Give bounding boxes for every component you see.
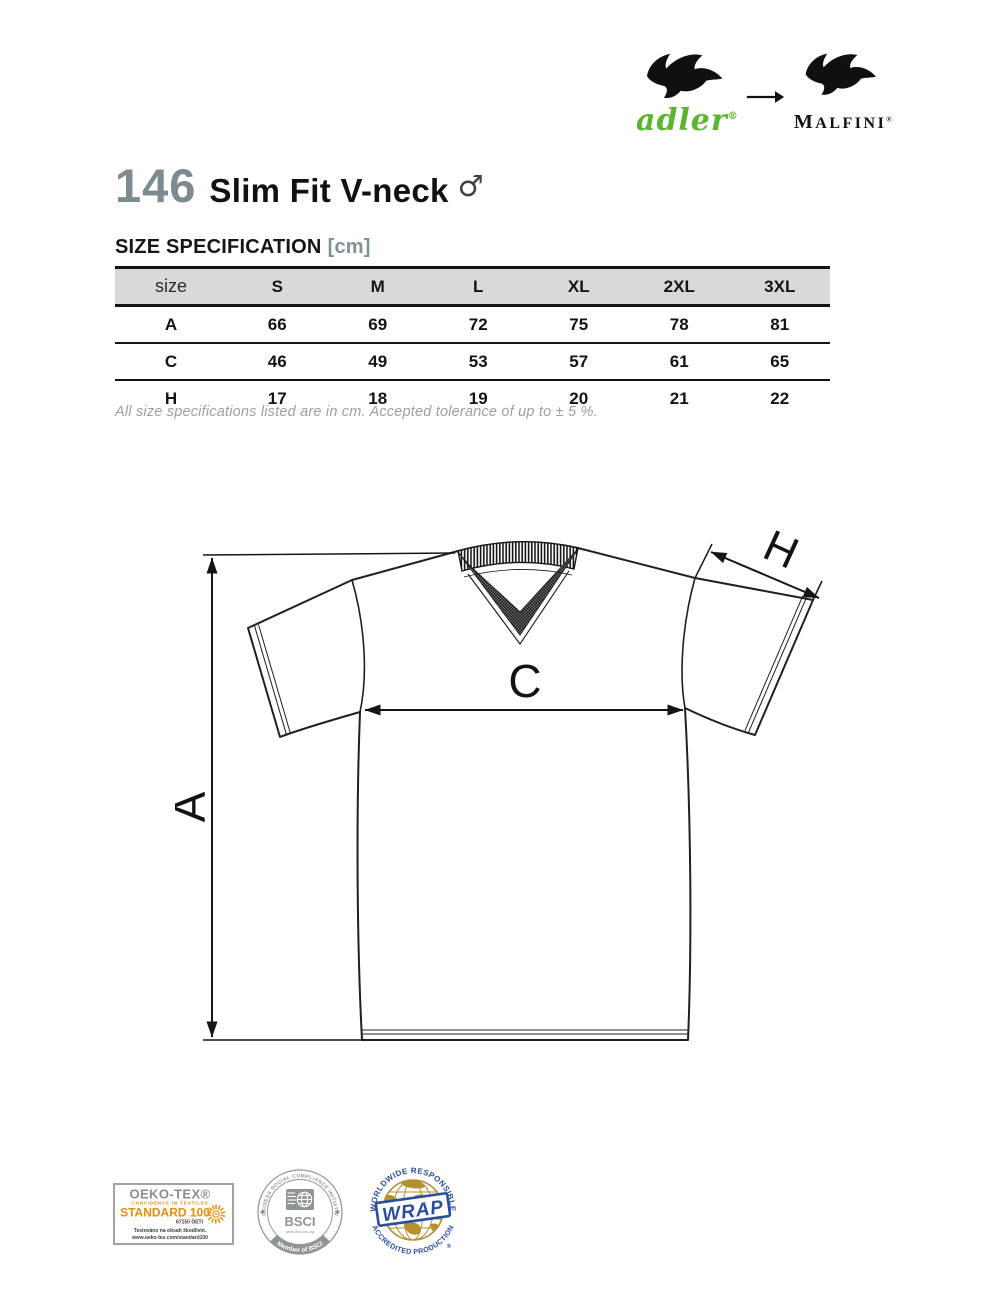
table-cell: 17	[267, 388, 287, 408]
style-number: 146	[115, 159, 197, 212]
malfini-logo: MALFINI®	[791, 50, 895, 132]
bsci-logo: BUSINESS SOCIAL COMPLIANCE INITIATIVE Me…	[257, 1169, 343, 1255]
style-name: Slim Fit V-neck	[209, 172, 449, 209]
table-cell: 61	[629, 343, 730, 381]
oeko-tagline: CONFIDENCE IN TEXTILES	[131, 1201, 208, 1206]
dimension-C: C	[364, 655, 684, 716]
garment-measurement-diagram: A C H	[175, 525, 823, 1041]
dimension-label-C: C	[508, 655, 541, 707]
oeko-url: www.oeko-tex.com/standard100	[131, 1235, 208, 1241]
table-header-cell: size	[115, 267, 227, 307]
table-cell: 18	[368, 388, 388, 408]
table-cell: 22	[770, 388, 790, 408]
table-header-cell: 2XL	[629, 267, 730, 307]
dimension-label-H: H	[756, 525, 805, 579]
table-cell: 66	[227, 305, 328, 344]
vneck-collar	[457, 541, 579, 645]
table-row: A 66 69 72 75 78 81	[115, 305, 830, 344]
table-header-cell: L	[428, 267, 529, 307]
bsci-url: www.bsci-intl.org	[286, 1230, 314, 1234]
dimension-label-A: A	[175, 791, 215, 822]
adler-eagle-icon	[647, 53, 723, 99]
table-header-cell: XL	[528, 267, 629, 307]
table-cell: 65	[729, 343, 830, 381]
table-header-cell: M	[327, 267, 428, 307]
wrap-logo: WORLDWIDE RESPONSIBLE ACCREDITED PRODUCT…	[369, 1166, 457, 1256]
tolerance-note: All size specifications listed are in cm…	[115, 404, 598, 420]
table-cell: 75	[528, 305, 629, 344]
table-cell: 78	[629, 305, 730, 344]
table-cell: 49	[327, 343, 428, 381]
malfini-eagle-icon	[805, 53, 876, 95]
heading-text: SIZE SPECIFICATION	[115, 236, 322, 258]
wrap-banner: WRAP	[374, 1192, 452, 1227]
oeko-flower-icon	[206, 1204, 226, 1224]
table-cell: 57	[528, 343, 629, 381]
male-gender-icon: ♂	[457, 169, 484, 203]
table-row: H 17 18 19 20 21 22	[115, 380, 830, 416]
adler-reg-mark: ®	[727, 111, 739, 122]
table-cell: 20	[569, 388, 589, 408]
size-specification-table: size S M L XL 2XL 3XL A 66 69 72 75 78 8…	[115, 266, 830, 416]
table-header-row: size S M L XL 2XL 3XL	[115, 267, 830, 307]
table-header-cell: S	[227, 267, 328, 307]
table-header-cell: 3XL	[729, 267, 830, 307]
table-cell: 72	[428, 305, 529, 344]
bsci-hand-globe-icon	[286, 1189, 314, 1210]
oeko-note: Testováno na obsah škodlivin.	[134, 1228, 207, 1234]
table-cell: 81	[729, 305, 830, 344]
adler-wordmark: adler®	[636, 103, 739, 138]
unit-label: [cm]	[327, 236, 371, 258]
table-cell: 19	[468, 388, 488, 408]
oeko-brand: OEKO-TEX®	[129, 1187, 210, 1202]
dimension-label-cell: C	[115, 343, 227, 381]
brand-header: adler® MALFINI®	[636, 50, 916, 160]
table-cell: 21	[669, 388, 689, 408]
product-title: 146 Slim Fit V-neck ♂	[115, 162, 484, 209]
table-row: C 46 49 53 57 61 65	[115, 343, 830, 381]
dimension-label-cell: A	[115, 305, 227, 344]
oeko-standard: STANDARD 100	[120, 1206, 210, 1220]
table-cell: 69	[327, 305, 428, 344]
size-specification-heading: SIZE SPECIFICATION [cm]	[115, 236, 371, 259]
table-cell: 53	[428, 343, 529, 381]
wrap-reg-mark: ®	[447, 1243, 452, 1250]
dimension-label-cell: H	[164, 388, 178, 408]
oeko-tex-logo: OEKO-TEX® CONFIDENCE IN TEXTILES STANDAR…	[113, 1183, 234, 1245]
malfini-reg-mark: ®	[886, 115, 892, 124]
bsci-acronym: BSCI	[284, 1214, 315, 1229]
tshirt-outline	[247, 541, 814, 1041]
dimension-A: A	[175, 552, 456, 1041]
malfini-wordmark: MALFINI®	[793, 111, 892, 133]
arrow-right-icon	[746, 91, 784, 103]
adler-logo: adler®	[636, 50, 739, 136]
table-cell: 46	[227, 343, 328, 381]
oeko-certificate-number: 67150 ÖETI	[176, 1219, 204, 1226]
